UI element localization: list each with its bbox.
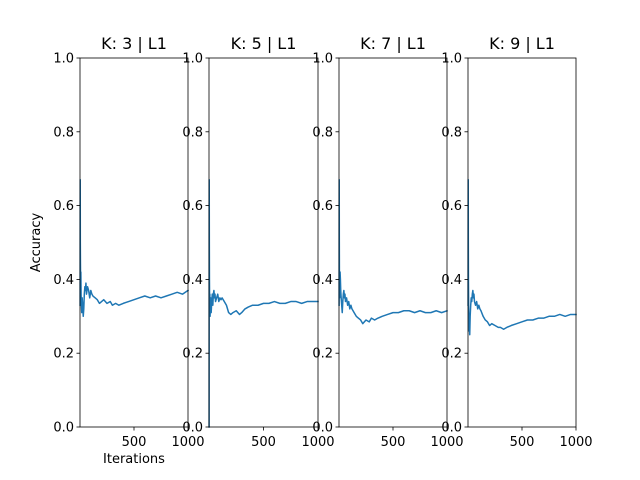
x-tick-label: 500: [251, 435, 276, 450]
x-axis-label: Iterations: [103, 452, 165, 467]
y-tick-label: 0.8: [441, 125, 462, 140]
y-tick-label: 0.8: [312, 125, 333, 140]
subplot-3: 0.0 0.2 0.4 0.6 0.8 1.0 500 1000 K: 7 | L1: [312, 34, 463, 450]
axes-frame: [79, 57, 189, 428]
y-tick-label: 0.4: [53, 273, 74, 288]
subplot-title: K: 3 | L1: [101, 34, 167, 53]
y-tick-label: 0.0: [182, 421, 203, 436]
y-tick-label: 1.0: [53, 52, 74, 67]
y-tick-label: 0.0: [53, 421, 74, 436]
subplot-4: 0.0 0.2 0.4 0.6 0.8 1.0 500 1000 K: 9 | L1: [441, 34, 592, 450]
axes-frame: [208, 57, 319, 428]
accuracy-line: [338, 179, 448, 325]
y-tick-label: 0.4: [312, 273, 333, 288]
x-tick-label: 500: [122, 435, 147, 450]
y-tick-label: 0.2: [312, 347, 333, 362]
y-tick-label: 0.2: [441, 347, 462, 362]
y-tick-label: 0.4: [182, 273, 203, 288]
y-tick-label: 0.6: [53, 199, 74, 214]
y-axis-label: Accuracy: [29, 213, 44, 273]
subplot-2: 0.0 0.2 0.4 0.6 0.8 1.0 500 1000 K: 5 | L1: [182, 34, 334, 450]
y-tick-label: 1.0: [312, 52, 333, 67]
y-tick-label: 0.6: [441, 199, 462, 214]
x-tick-label: 1000: [301, 435, 334, 450]
y-tick-label: 0.2: [182, 347, 203, 362]
y-tick-label: 1.0: [441, 52, 462, 67]
accuracy-line: [467, 179, 577, 336]
x-tick-label: 1000: [171, 435, 204, 450]
subplot-title: K: 5 | L1: [231, 34, 297, 53]
subplot-title: K: 9 | L1: [489, 34, 555, 53]
y-tick-label: 0.8: [53, 125, 74, 140]
axes-frame: [467, 57, 577, 428]
y-tick-label: 0.6: [312, 199, 333, 214]
x-tick-label: 500: [510, 435, 535, 450]
subplot-title: K: 7 | L1: [360, 34, 426, 53]
y-tick-label: 0.0: [312, 421, 333, 436]
y-tick-label: 0.4: [441, 273, 462, 288]
x-tick-label: 500: [381, 435, 406, 450]
accuracy-line: [208, 179, 319, 428]
axes-frame: [338, 57, 448, 428]
y-tick-label: 0.0: [441, 421, 462, 436]
x-tick-label: 1000: [559, 435, 592, 450]
subplot-1: 0.0 0.2 0.4 0.6 0.8 1.0 500 1000 K: 3 | L1 Iterat…: [29, 34, 205, 467]
y-tick-label: 1.0: [182, 52, 203, 67]
x-tick-label: 1000: [430, 435, 463, 450]
y-tick-label: 0.8: [182, 125, 203, 140]
y-tick-label: 0.2: [53, 347, 74, 362]
y-tick-label: 0.6: [182, 199, 203, 214]
accuracy-line: [79, 179, 190, 318]
